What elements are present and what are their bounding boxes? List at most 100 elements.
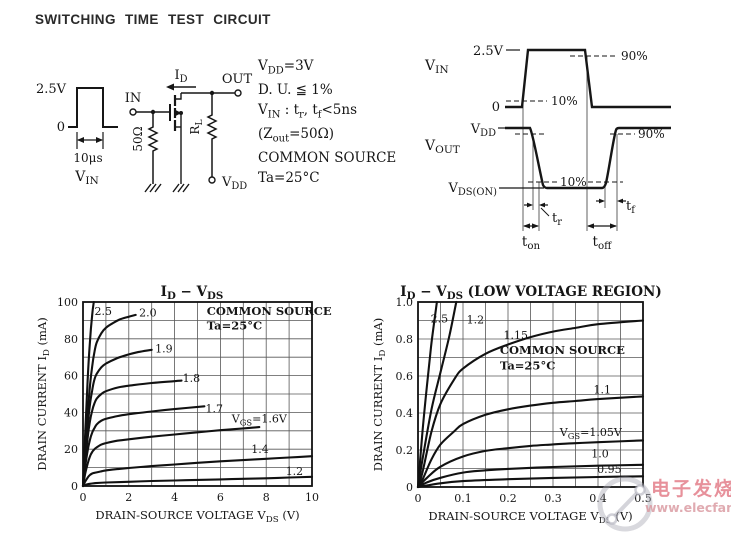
y-tick-label: 0 — [406, 481, 413, 494]
condition-line: VIN : tr, tf<5ns — [258, 101, 358, 121]
curve-vgs-1.15 — [416, 319, 645, 489]
pct10-out-label: 10% — [560, 175, 587, 189]
arrowhead-left — [77, 137, 84, 143]
curve-vgs-2.0 — [81, 313, 137, 488]
y-tick-label: 80 — [64, 333, 78, 346]
curve-vgs-2.5 — [81, 300, 95, 488]
annotation: COMMON SOURCE — [500, 343, 625, 357]
x-tick-label: 4 — [171, 491, 178, 504]
out-label: OUT — [222, 72, 253, 87]
mosfet-symbol — [169, 93, 183, 131]
x-axis-title: DRAIN-SOURCE VOLTAGE VDS (V) — [95, 508, 299, 525]
pulse-high-label: 2.5V — [36, 82, 67, 97]
curve-vgs-0.95 — [416, 475, 645, 489]
y-tick-label: 40 — [64, 406, 78, 419]
y-tick-label: 1.0 — [396, 296, 414, 309]
curve-vgs-1.1 — [416, 395, 645, 489]
tr-marker — [524, 202, 550, 217]
plot-border — [417, 301, 644, 488]
condition-line: Ta=25°C — [258, 169, 320, 186]
curve-label-1.2: 1.2 — [467, 313, 485, 326]
arrowhead-left — [166, 83, 174, 91]
tf-marker — [596, 198, 626, 204]
x-tick-label: 0.5 — [634, 492, 652, 505]
switching-test-circuit-schematic: 2.5V 0 10μs VIN IN 50Ω OUT ID RL VD — [36, 68, 253, 193]
y-tick-label: 0 — [71, 480, 78, 493]
test-conditions: VDD=3V D. U. ≦ 1% VIN : tr, tf<5ns (Zout… — [258, 57, 396, 188]
guide-lines — [522, 56, 618, 231]
curve-label-1.2: 1.2 — [286, 465, 304, 478]
y-axis-title: DRAIN CURRENT ID (mA) — [35, 317, 52, 470]
ton-marker — [523, 223, 539, 229]
vout-low-label: VDS(ON) — [447, 181, 497, 198]
ton-label: ton — [522, 234, 541, 252]
chart-title: ID − VDS (LOW VOLTAGE REGION) — [400, 284, 661, 302]
vout-high-label: VDD — [470, 122, 496, 139]
y-tick-label: 0.6 — [396, 370, 414, 383]
plot-border — [82, 301, 313, 487]
condition-line: VDD=3V — [258, 58, 314, 77]
curve-label-1.05: VGS=1.05V — [559, 426, 623, 441]
y-tick-label: 0.4 — [396, 407, 414, 420]
pulse-waveform — [68, 87, 118, 128]
annotation: Ta=25°C — [500, 359, 555, 373]
chart-title: ID − VDS — [161, 284, 224, 302]
pct10-in-label: 10% — [551, 94, 578, 108]
vin-low-label: 0 — [492, 100, 500, 115]
curve-label-2.0: 2.0 — [139, 307, 157, 320]
y-tick-label: 0.8 — [396, 333, 414, 346]
vdd-terminal — [208, 176, 216, 184]
curve-label-2.5: 2.5 — [95, 305, 113, 318]
pulse-zero-label: 0 — [57, 120, 65, 135]
curve-label-1.9: 1.9 — [155, 343, 173, 356]
page-title: SWITCHING TIME TEST CIRCUIT — [35, 12, 271, 27]
x-tick-label: 0 — [415, 492, 422, 505]
curve-vgs-1.6 — [81, 426, 261, 488]
condition-line: D. U. ≦ 1% — [258, 82, 333, 99]
ground-symbol — [144, 183, 162, 193]
curve-vgs-1.7 — [81, 405, 206, 488]
x-tick-label: 0.4 — [589, 492, 607, 505]
y-tick-label: 100 — [57, 296, 78, 309]
curve-vgs-1.9 — [81, 348, 153, 488]
curve-label-1.6: VGS=1.6V — [231, 413, 288, 428]
toff-marker — [587, 223, 617, 229]
x-tick-label: 0 — [80, 491, 87, 504]
curve-vgs-1.8 — [81, 379, 183, 488]
out-terminal — [234, 89, 242, 97]
load-resistor — [206, 93, 218, 177]
x-tick-label: 10 — [305, 491, 319, 504]
x-tick-label: 2 — [125, 491, 132, 504]
in-label: IN — [125, 91, 142, 106]
annotation: Ta=25°C — [207, 319, 262, 333]
vin-high-label: 2.5V — [473, 44, 504, 59]
curve-label-0.95: 0.95 — [597, 463, 622, 476]
x-tick-label: 6 — [217, 491, 224, 504]
condition-line: (Zout=50Ω) — [258, 125, 335, 145]
vout-label: VOUT — [424, 138, 460, 156]
series-resistor-label: 50Ω — [131, 126, 145, 151]
mosfet-body-arrow — [176, 110, 182, 116]
curve-label-1.1: 1.1 — [594, 384, 612, 397]
y-tick-label: 0.2 — [396, 444, 414, 457]
curve-label-1.0: 1.0 — [591, 447, 609, 460]
annotation: COMMON SOURCE — [207, 304, 332, 318]
toff-label: toff — [593, 234, 613, 252]
drain-current-label: ID — [174, 68, 187, 85]
ground-symbol — [172, 183, 190, 193]
pct90-out-label: 90% — [638, 127, 665, 141]
y-tick-label: 60 — [64, 370, 78, 383]
mosfet-drain-stub — [175, 93, 182, 100]
curve-label-1.4: 1.4 — [251, 443, 268, 456]
tr-label: tr — [552, 211, 562, 228]
vout-waveform — [505, 126, 671, 190]
pulse-width-label: 10μs — [73, 151, 102, 165]
curve-vgs-1.05 — [416, 439, 645, 489]
curve-vgs-2.5 — [416, 300, 438, 489]
load-resistor-label: RL — [188, 119, 205, 134]
in-terminal — [129, 108, 137, 116]
curve-label-2.5: 2.5 — [431, 312, 449, 325]
vin-waveform — [505, 48, 671, 109]
curve-label-1.15: 1.15 — [504, 329, 529, 342]
